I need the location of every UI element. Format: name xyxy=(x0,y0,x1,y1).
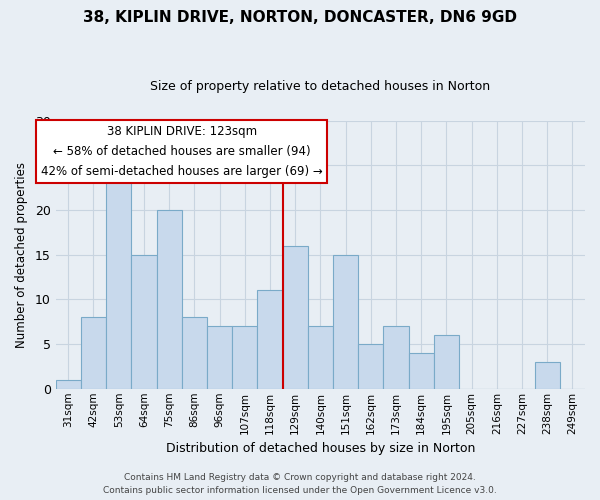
Bar xyxy=(434,335,459,389)
Text: Contains HM Land Registry data © Crown copyright and database right 2024.
Contai: Contains HM Land Registry data © Crown c… xyxy=(103,474,497,495)
Bar xyxy=(283,246,308,389)
Bar xyxy=(308,326,333,389)
Bar xyxy=(182,317,207,389)
Title: Size of property relative to detached houses in Norton: Size of property relative to detached ho… xyxy=(150,80,490,93)
Bar xyxy=(409,353,434,389)
Text: 38 KIPLIN DRIVE: 123sqm
← 58% of detached houses are smaller (94)
42% of semi-de: 38 KIPLIN DRIVE: 123sqm ← 58% of detache… xyxy=(41,125,323,178)
Bar xyxy=(358,344,383,389)
Bar xyxy=(257,290,283,389)
Bar xyxy=(535,362,560,389)
Y-axis label: Number of detached properties: Number of detached properties xyxy=(15,162,28,348)
Bar xyxy=(157,210,182,389)
Bar xyxy=(207,326,232,389)
Bar xyxy=(81,317,106,389)
Bar xyxy=(131,254,157,389)
Text: 38, KIPLIN DRIVE, NORTON, DONCASTER, DN6 9GD: 38, KIPLIN DRIVE, NORTON, DONCASTER, DN6… xyxy=(83,10,517,25)
Bar xyxy=(333,254,358,389)
Bar xyxy=(383,326,409,389)
X-axis label: Distribution of detached houses by size in Norton: Distribution of detached houses by size … xyxy=(166,442,475,455)
Bar xyxy=(106,174,131,389)
Bar xyxy=(56,380,81,389)
Bar xyxy=(232,326,257,389)
